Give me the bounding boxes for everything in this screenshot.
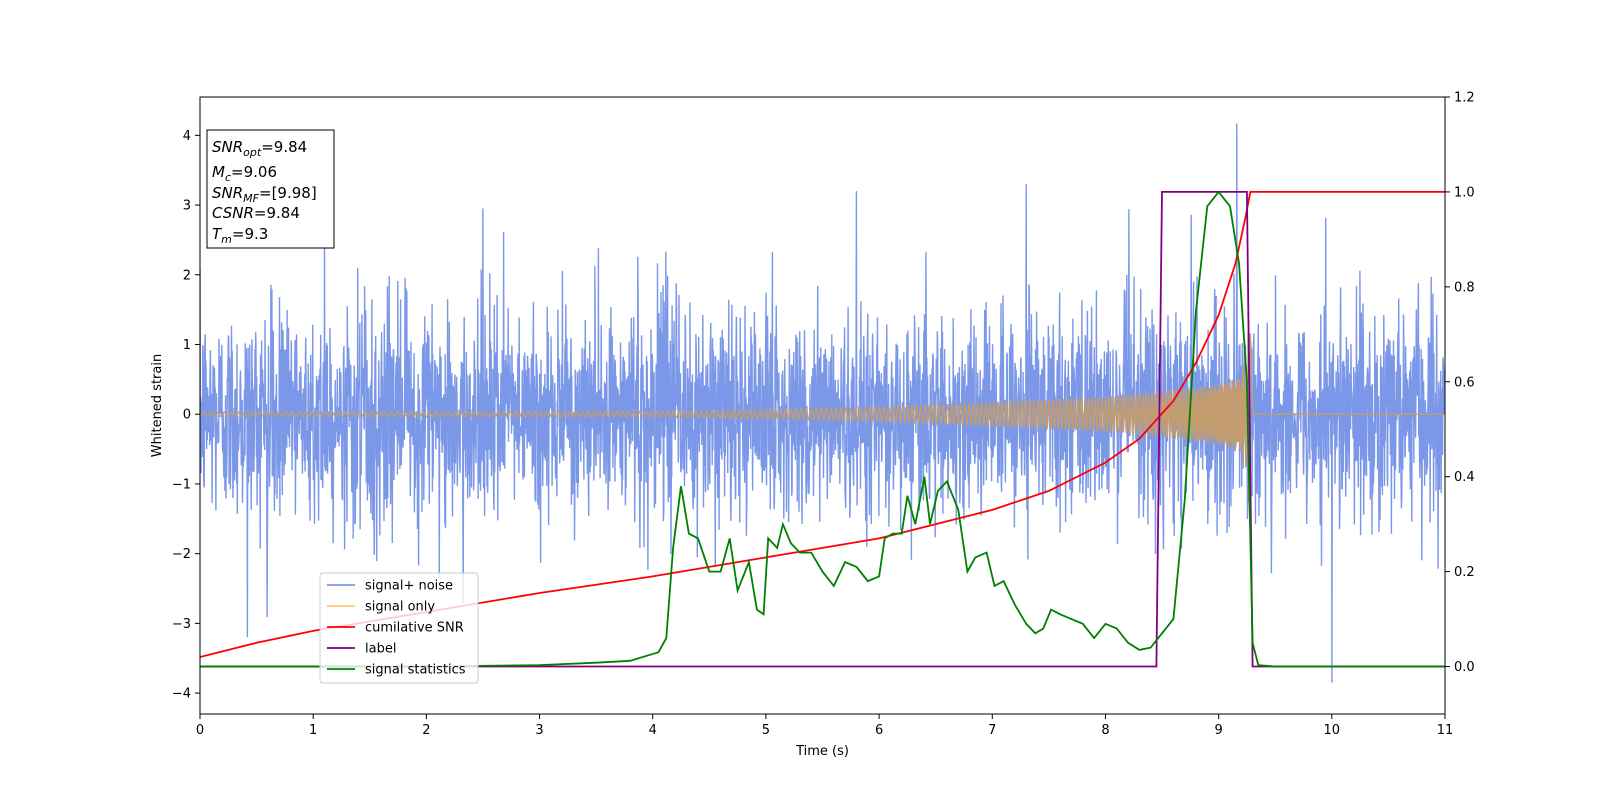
series-signal-only xyxy=(200,333,1445,503)
y-left-tick-label: 3 xyxy=(183,199,191,214)
y-left-tick-label: 2 xyxy=(183,268,191,283)
x-tick-label: 8 xyxy=(1101,723,1109,738)
legend-entry: label xyxy=(365,642,396,657)
y-left-tick-label: −2 xyxy=(172,547,191,562)
series-signal-statistics xyxy=(200,190,1445,668)
x-tick-label: 1 xyxy=(309,723,317,738)
legend-entry: signal statistics xyxy=(365,663,466,678)
y-left-tick-label: 0 xyxy=(183,408,191,423)
legend-box xyxy=(319,572,479,684)
legend: signal+ noise signal only cumilative SNR la… xyxy=(319,572,479,684)
y-right-tick-label: 0.0 xyxy=(1454,660,1475,675)
y-right-tick-label: 0.8 xyxy=(1454,280,1475,295)
legend-entry: cumilative SNR xyxy=(365,621,464,636)
plot-frame xyxy=(199,96,1446,715)
info-snr-opt: SNRopt=9.84 xyxy=(212,138,307,159)
x-tick-label: 2 xyxy=(422,723,430,738)
x-tick-label: 3 xyxy=(535,723,543,738)
y-right-tick-label: 0.2 xyxy=(1454,565,1475,580)
x-tick-label: 10 xyxy=(1324,723,1341,738)
y-right-tick-label: 0.6 xyxy=(1454,375,1475,390)
x-axis-label: Time (s) xyxy=(795,744,849,759)
x-tick-label: 6 xyxy=(875,723,883,738)
y-right-tick-label: 1.0 xyxy=(1454,185,1475,200)
axes: 0 1 2 3 4 5 6 7 8 9 10 11 −4 −3 −2 −1 0 1 2 3 4 0.0 0.2 0.4 0.6 0… xyxy=(150,91,1475,760)
y-right-tick-label: 1.2 xyxy=(1454,91,1475,106)
y-right-tick-label: 0.4 xyxy=(1454,470,1475,485)
legend-entry: signal only xyxy=(365,600,435,615)
legend-entry: signal+ noise xyxy=(365,579,453,594)
y-left-tick-label: −3 xyxy=(172,617,191,632)
y-left-tick-label: 4 xyxy=(183,129,191,144)
x-tick-label: 0 xyxy=(196,723,204,738)
info-box-frame xyxy=(206,129,335,249)
x-tick-label: 7 xyxy=(988,723,996,738)
y-left-tick-label: −1 xyxy=(172,477,191,492)
info-tm: Tm=9.3 xyxy=(212,225,268,246)
x-tick-label: 4 xyxy=(649,723,657,738)
y-left-tick-label: −4 xyxy=(172,687,191,702)
x-tick-label: 9 xyxy=(1214,723,1222,738)
y-left-tick-label: 1 xyxy=(183,338,191,353)
x-tick-label: 11 xyxy=(1437,723,1454,738)
x-tick-label: 5 xyxy=(762,723,770,738)
info-snr-mf: SNRMF=[9.98] xyxy=(212,184,317,205)
y-axis-label: Whitened strain xyxy=(150,354,165,457)
info-mc: Mc=9.06 xyxy=(212,163,277,184)
info-csnr: CSNR=9.84 xyxy=(212,204,300,222)
